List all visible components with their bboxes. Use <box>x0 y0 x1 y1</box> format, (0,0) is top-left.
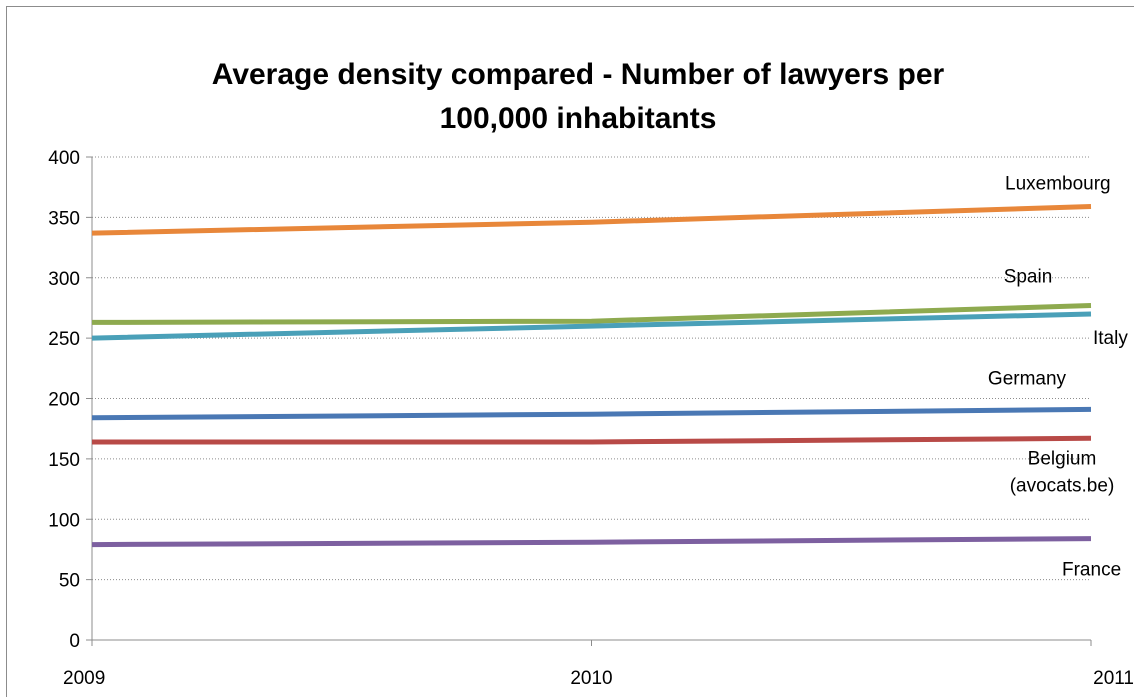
series-label-france: France <box>1062 560 1121 581</box>
series-line-france <box>91 536 1092 548</box>
series-line-germany <box>91 406 1092 421</box>
series-label-luxembourg: Luxembourg <box>1005 174 1111 195</box>
x-tick-label: 2010 <box>570 668 612 689</box>
chart-title-line-1: Average density compared - Number of law… <box>212 58 945 91</box>
series-line-belgium-avocats-be <box>92 435 1092 445</box>
series-label-germany: Germany <box>988 368 1067 389</box>
chart-frame <box>6 6 1134 697</box>
chart-title-line-2: 100,000 inhabitants <box>440 102 717 135</box>
y-tick-label: 200 <box>48 390 80 411</box>
y-tick-label: 250 <box>48 329 80 350</box>
series-line-italy <box>91 311 1092 341</box>
x-tick-label: 2011 <box>1093 668 1134 689</box>
series-label-spain: Spain <box>1004 267 1053 288</box>
series-line-spain <box>91 303 1092 325</box>
y-tick-label: 300 <box>48 269 80 290</box>
axes: 0 50 100 150 200 250 300 350 400 2009 2010 2011 <box>48 148 1134 689</box>
y-tick-label: 150 <box>48 450 80 471</box>
series-label-belgium-avocats-be: (avocats.be) <box>1010 475 1115 496</box>
y-tick-label: 50 <box>59 571 80 592</box>
series-labels: Luxembourg Spain Italy Germany Belgium (avoca… <box>988 174 1128 581</box>
x-tick-label: 2009 <box>63 668 105 689</box>
series-line-luxembourg <box>91 204 1092 236</box>
series-lines <box>91 204 1092 548</box>
y-tick-label: 350 <box>48 208 80 229</box>
y-tick-label: 0 <box>69 631 80 652</box>
series-label-belgium-avocats-be: Belgium <box>1028 448 1097 469</box>
series-label-italy: Italy <box>1093 328 1128 349</box>
y-tick-label: 100 <box>48 510 80 531</box>
y-tick-label: 400 <box>48 148 80 169</box>
